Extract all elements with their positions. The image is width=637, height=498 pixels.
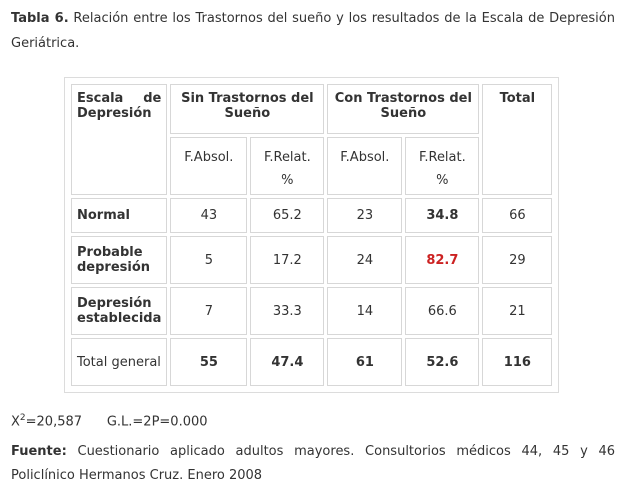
subheader-rel-with: F.Relat.% bbox=[405, 137, 480, 195]
caption-text: Relación entre los Trastornos del sueño … bbox=[11, 11, 615, 51]
table-row-total: Total general 55 47.4 61 52.6 116 bbox=[71, 338, 553, 386]
subheader-abs-with: F.Absol. bbox=[327, 137, 403, 195]
subheader-rel-without-unit: % bbox=[281, 173, 294, 188]
row-label: Probable depresión bbox=[71, 236, 168, 284]
table-row: Probable depresión 5 17.2 24 82.7 29 bbox=[71, 236, 553, 284]
cell-total: 29 bbox=[482, 236, 553, 284]
cell-abs-without: 5 bbox=[170, 236, 248, 284]
caption-label: Tabla 6. bbox=[11, 11, 69, 26]
chi-square-statistic: X2=20,587 G.L.=2P=0.000 bbox=[11, 408, 208, 432]
header-with-disorders: Con Trastornos del Sueño bbox=[327, 84, 480, 134]
subheader-abs-with-label: F.Absol. bbox=[340, 150, 390, 165]
subheader-rel-without-label: F.Relat. bbox=[263, 150, 311, 165]
cell-rel-without: 33.3 bbox=[250, 287, 325, 335]
degrees-of-freedom: G.L.=2P=0.000 bbox=[106, 414, 208, 430]
header-row: Escala de Depresión Sin Trastornos del S… bbox=[71, 84, 553, 195]
table-frame: Escala de Depresión Sin Trastornos del S… bbox=[64, 77, 560, 393]
header-without-disorders: Sin Trastornos del Sueño bbox=[170, 84, 325, 134]
cell-abs-with: 24 bbox=[327, 236, 403, 284]
cell-abs-with: 61 bbox=[327, 338, 403, 386]
chi-value: =20,587 bbox=[25, 414, 83, 430]
cell-rel-without: 47.4 bbox=[250, 338, 325, 386]
cell-rel-with-highlight: 82.7 bbox=[405, 236, 480, 284]
source-label: Fuente: bbox=[11, 444, 67, 459]
cell-abs-without: 55 bbox=[170, 338, 248, 386]
subheader-abs-without: F.Absol. bbox=[170, 137, 248, 195]
cell-abs-with: 23 bbox=[327, 198, 403, 233]
subheader-rel-with-label: F.Relat. bbox=[418, 150, 466, 165]
cell-total: 116 bbox=[482, 338, 553, 386]
cell-rel-with: 34.8 bbox=[405, 198, 480, 233]
subheader-row: F.Absol. F.Relat.% F.Absol. F.Relat.% bbox=[71, 137, 552, 195]
table-row: Depresión establecida 7 33.3 14 66.6 21 bbox=[71, 287, 553, 335]
cell-abs-without: 43 bbox=[170, 198, 248, 233]
cell-rel-with: 52.6 bbox=[405, 338, 480, 386]
header-scale: Escala de Depresión bbox=[71, 84, 168, 195]
table-caption: Tabla 6. Relación entre los Trastornos d… bbox=[11, 6, 615, 56]
cell-total: 66 bbox=[482, 198, 553, 233]
row-label: Normal bbox=[71, 198, 168, 233]
cell-rel-without: 17.2 bbox=[250, 236, 325, 284]
subheader-rel-without: F.Relat.% bbox=[250, 137, 325, 195]
row-label: Total general bbox=[71, 338, 168, 386]
row-label: Depresión establecida bbox=[71, 287, 168, 335]
cell-abs-without: 7 bbox=[170, 287, 248, 335]
subheader-rel-with-unit: % bbox=[436, 173, 449, 188]
cell-rel-with: 66.6 bbox=[405, 287, 480, 335]
subheader-abs-without-label: F.Absol. bbox=[184, 150, 234, 165]
cell-total: 21 bbox=[482, 287, 553, 335]
cell-rel-without: 65.2 bbox=[250, 198, 325, 233]
chi-symbol: X bbox=[11, 414, 20, 430]
header-total: Total bbox=[482, 84, 553, 195]
table-row: Normal 43 65.2 23 34.8 66 bbox=[71, 198, 553, 233]
chi-exponent: 2 bbox=[19, 413, 26, 423]
cell-abs-with: 14 bbox=[327, 287, 403, 335]
depression-table: Escala de Depresión Sin Trastornos del S… bbox=[68, 81, 555, 389]
source-text: Cuestionario aplicado adultos mayores. C… bbox=[11, 444, 615, 483]
source-note: Fuente: Cuestionario aplicado adultos ma… bbox=[11, 440, 615, 488]
